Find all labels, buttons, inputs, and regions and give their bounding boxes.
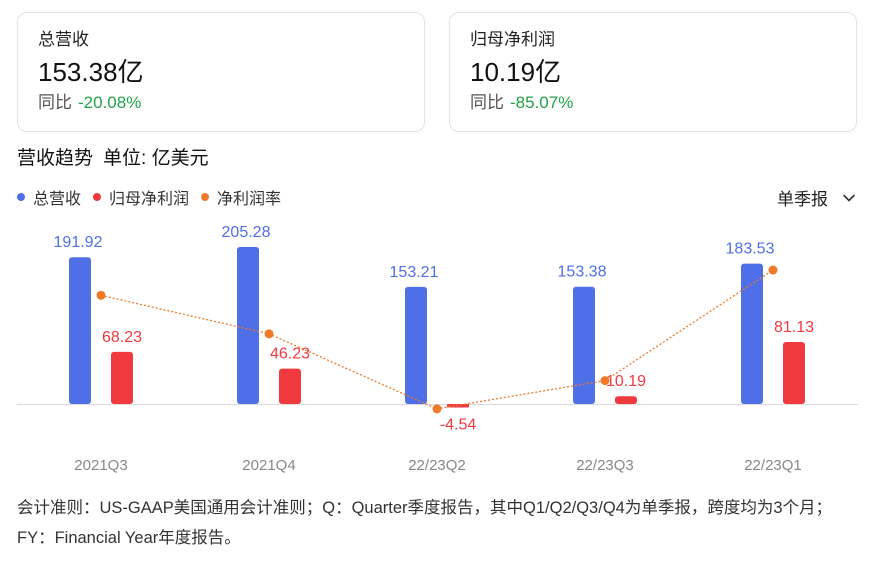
- revenue-card: 总营收 153.38亿 同比 -20.08%: [17, 12, 425, 132]
- revenue-bar: [237, 247, 259, 404]
- net-profit-bar: [783, 341, 805, 404]
- legend-label-revenue: 总营收: [33, 191, 82, 208]
- net-profit-card: 归母净利润 10.19亿 同比 -85.07%: [449, 12, 857, 132]
- revenue-bar: [741, 263, 763, 404]
- net-profit-value: 10.19亿: [470, 57, 562, 87]
- net-profit-data-label: 10.19: [606, 373, 646, 390]
- margin-point: [264, 329, 274, 339]
- trend-title-text: 营收趋势: [17, 148, 94, 169]
- margin-point: [768, 265, 778, 275]
- x-tick-label: 2021Q4: [242, 457, 295, 474]
- revenue-data-label: 183.53: [726, 241, 775, 258]
- legend-dot-net-profit: [93, 193, 102, 201]
- net-profit-data-label: 81.13: [774, 319, 814, 336]
- margin-line: [100, 269, 774, 410]
- net-profit-bar: [111, 351, 133, 404]
- revenue-yoy-value: -20.08%: [78, 93, 142, 112]
- revenue-label: 总营收: [38, 30, 89, 49]
- revenue-data-label: 205.28: [222, 224, 271, 241]
- legend-dot-margin: [201, 193, 210, 201]
- x-tick-label: 22/23Q3: [576, 457, 634, 474]
- revenue-trend-chart: 191.92 68.23 2021Q3 205.28 46.23 2021Q4 153.21…: [17, 224, 858, 474]
- period-select-label: 单季报: [777, 190, 828, 209]
- margin-point: [96, 290, 106, 300]
- legend-label-margin: 净利润率: [217, 191, 282, 208]
- revenue-data-label: 191.92: [54, 234, 103, 251]
- net-profit-data-label: -4.54: [440, 416, 477, 433]
- revenue-bar: [405, 286, 427, 404]
- legend-item-margin[interactable]: 净利润率: [201, 185, 281, 209]
- net-profit-data-label: 46.23: [270, 346, 310, 363]
- revenue-yoy: 同比 -20.08%: [38, 92, 424, 114]
- margin-point: [600, 376, 610, 386]
- legend-item-revenue[interactable]: 总营收: [17, 185, 81, 209]
- chart-legend: 总营收 归母净利润 净利润率: [17, 185, 293, 209]
- net-profit-bar: [615, 396, 637, 404]
- chevron-down-icon: [843, 194, 855, 201]
- legend-label-net-profit: 归母净利润: [109, 191, 190, 208]
- revenue-value: 153.38亿: [38, 57, 144, 87]
- net-profit-label: 归母净利润: [470, 30, 555, 49]
- x-tick-label: 2021Q3: [74, 457, 127, 474]
- revenue-bar: [573, 286, 595, 404]
- revenue-data-label: 153.38: [558, 264, 607, 281]
- net-profit-yoy-label: 同比: [470, 93, 504, 112]
- revenue-data-label: 153.21: [390, 264, 439, 281]
- net-profit-yoy-value: -85.07%: [510, 93, 574, 112]
- trend-title: 营收趋势 单位: 亿美元: [17, 146, 209, 172]
- net-profit-bar: [279, 368, 301, 404]
- margin-point: [432, 404, 442, 414]
- legend-item-net-profit[interactable]: 归母净利润: [93, 185, 189, 209]
- x-tick-label: 22/23Q2: [408, 457, 466, 474]
- trend-unit: 单位: 亿美元: [103, 148, 209, 169]
- revenue-bar: [69, 257, 91, 404]
- x-tick-label: 22/23Q1: [744, 457, 802, 474]
- period-select[interactable]: 单季报: [777, 185, 856, 210]
- footnote: 会计准则：US-GAAP美国通用会计准则；Q：Quarter季度报告，其中Q1/…: [17, 499, 833, 547]
- net-profit-data-label: 68.23: [102, 329, 142, 346]
- legend-dot-revenue: [17, 193, 25, 201]
- revenue-yoy-label: 同比: [38, 93, 72, 112]
- net-profit-yoy: 同比 -85.07%: [470, 92, 856, 114]
